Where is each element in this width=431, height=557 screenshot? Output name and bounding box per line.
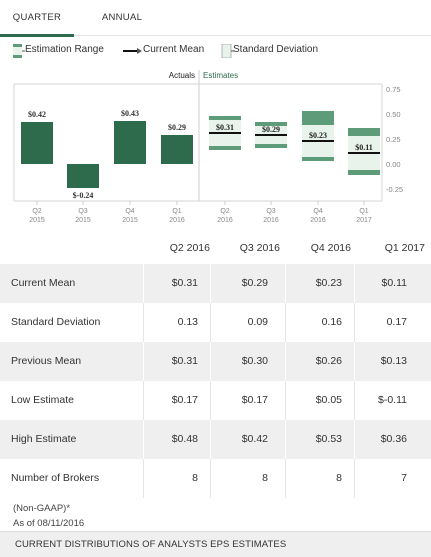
table-cell: $0.05 (285, 381, 354, 420)
table-cell: $0.29 (210, 264, 280, 303)
table-row: Current Mean $0.31 $0.29 $0.23 $0.11 (0, 264, 431, 303)
x-tick-year: 2015 (75, 217, 91, 224)
x-tick-year: 2016 (310, 217, 326, 224)
x-tick-year: 2016 (217, 217, 233, 224)
period-tabs: QUARTER ANNUAL (0, 0, 431, 37)
actual-bar (21, 122, 53, 164)
table-cell: $0.17 (143, 381, 210, 420)
range-low-cap (348, 170, 380, 175)
range-high-cap (209, 116, 241, 120)
y-tick-label: 0.75 (386, 85, 401, 94)
x-tick-period: Q2 (32, 208, 41, 215)
standard-deviation-icon (221, 43, 235, 61)
table-cell: 0.17 (354, 303, 421, 342)
range-high-cap (302, 111, 334, 125)
x-tick-period: Q3 (266, 208, 275, 215)
table-cell: $0.36 (354, 420, 421, 459)
y-tick-label: -0.25 (386, 185, 403, 194)
table-row: Standard Deviation 0.13 0.09 0.16 0.17 (0, 303, 431, 342)
actual-value-label: $-0.24 (73, 191, 94, 200)
table-cell: $0.31 (143, 342, 210, 381)
table-cell: $0.13 (354, 342, 421, 381)
table-cell: 8 (143, 459, 210, 498)
row-label: Previous Mean (11, 355, 82, 367)
x-tick-period: Q4 (313, 208, 322, 215)
range-high-cap (348, 128, 380, 136)
table-row: Previous Mean $0.31 $0.30 $0.26 $0.13 (0, 342, 431, 381)
x-tick-year: 2017 (356, 217, 372, 224)
legend-standard-deviation: Standard Deviation (233, 44, 319, 55)
legend-current-mean: Current Mean (143, 44, 205, 55)
eps-chart-svg: Actuals Estimates 0.75 0.50 0.25 0.00 -0.25 $0.… (13, 70, 403, 224)
table-row: High Estimate $0.48 $0.42 $0.53 $0.36 (0, 420, 431, 459)
actual-bar (67, 164, 99, 188)
estimation-range-icon (12, 44, 26, 61)
x-tick-year: 2015 (122, 217, 138, 224)
basis-note: (Non-GAAP)* (13, 503, 71, 514)
actual-bar (161, 135, 193, 164)
distributions-section-header[interactable]: CURRENT DISTRIBUTIONS OF ANALYSTS EPS ES… (0, 531, 431, 557)
x-tick-period: Q1 (359, 208, 368, 215)
column-header: Q2 2016 (169, 242, 210, 254)
table-cell: $0.11 (354, 264, 421, 303)
table-cell: $0.48 (143, 420, 210, 459)
tab-quarter[interactable]: QUARTER (0, 0, 74, 37)
table-cell: 0.09 (210, 303, 280, 342)
x-tick-year: 2016 (263, 217, 279, 224)
table-cell: $0.31 (143, 264, 210, 303)
column-header: Q3 2016 (239, 242, 280, 254)
y-tick-label: 0.50 (386, 110, 401, 119)
column-header: Q4 2016 (310, 242, 351, 254)
legend-estimation-range: Estimation Range (25, 44, 104, 55)
table-cell: 0.13 (143, 303, 210, 342)
y-tick-label: 0.25 (386, 135, 401, 144)
estimate-mean-label: $0.11 (355, 143, 373, 152)
row-label: Number of Brokers (11, 472, 100, 484)
eps-chart: Actuals Estimates 0.75 0.50 0.25 0.00 -0.25 $0.… (0, 68, 431, 238)
table-cell: $0.17 (210, 381, 280, 420)
column-header: Q1 2017 (384, 242, 425, 254)
estimation-range-bar (209, 116, 241, 147)
x-tick-period: Q2 (220, 208, 229, 215)
estimate-mean-label: $0.29 (262, 125, 280, 134)
actual-bar (114, 121, 146, 164)
table-cell: $-0.11 (354, 381, 421, 420)
estimate-mean-label: $0.23 (309, 131, 327, 140)
table-cell: $0.42 (210, 420, 280, 459)
tab-annual[interactable]: ANNUAL (101, 12, 143, 23)
actual-value-label: $0.42 (28, 110, 46, 119)
x-tick-year: 2015 (29, 217, 45, 224)
estimate-mean-label: $0.31 (216, 123, 234, 132)
table-row: Low Estimate $0.17 $0.17 $0.05 $-0.11 (0, 381, 431, 420)
row-label: High Estimate (11, 433, 77, 445)
row-label: Current Mean (11, 277, 76, 289)
table-cell: $0.26 (285, 342, 354, 381)
table-row: Number of Brokers 8 8 8 7 (0, 459, 431, 498)
x-tick-period: Q3 (78, 208, 87, 215)
range-high-cap (255, 122, 287, 126)
range-low-cap (209, 146, 241, 150)
range-low-cap (255, 144, 287, 148)
as-of-date: As of 08/11/2016 (13, 518, 85, 529)
table-cell: $0.23 (285, 264, 354, 303)
x-tick-period: Q4 (125, 208, 134, 215)
row-label: Low Estimate (11, 394, 75, 406)
current-mean-icon (123, 44, 143, 61)
table-cell: $0.53 (285, 420, 354, 459)
actual-value-label: $0.29 (168, 123, 186, 132)
table-cell: 8 (210, 459, 280, 498)
actual-value-label: $0.43 (121, 109, 139, 118)
x-tick-period: Q1 (172, 208, 181, 215)
table-cell: 0.16 (285, 303, 354, 342)
actuals-label: Actuals (169, 71, 195, 80)
row-label: Standard Deviation (11, 316, 101, 328)
estimates-label: Estimates (203, 71, 238, 80)
table-cell: 8 (285, 459, 354, 498)
table-header: Q2 2016 Q3 2016 Q4 2016 Q1 2017 (0, 238, 431, 264)
table-cell: $0.30 (210, 342, 280, 381)
x-tick-year: 2016 (169, 217, 185, 224)
table-cell: 7 (354, 459, 421, 498)
y-tick-label: 0.00 (386, 160, 401, 169)
range-low-cap (302, 157, 334, 161)
